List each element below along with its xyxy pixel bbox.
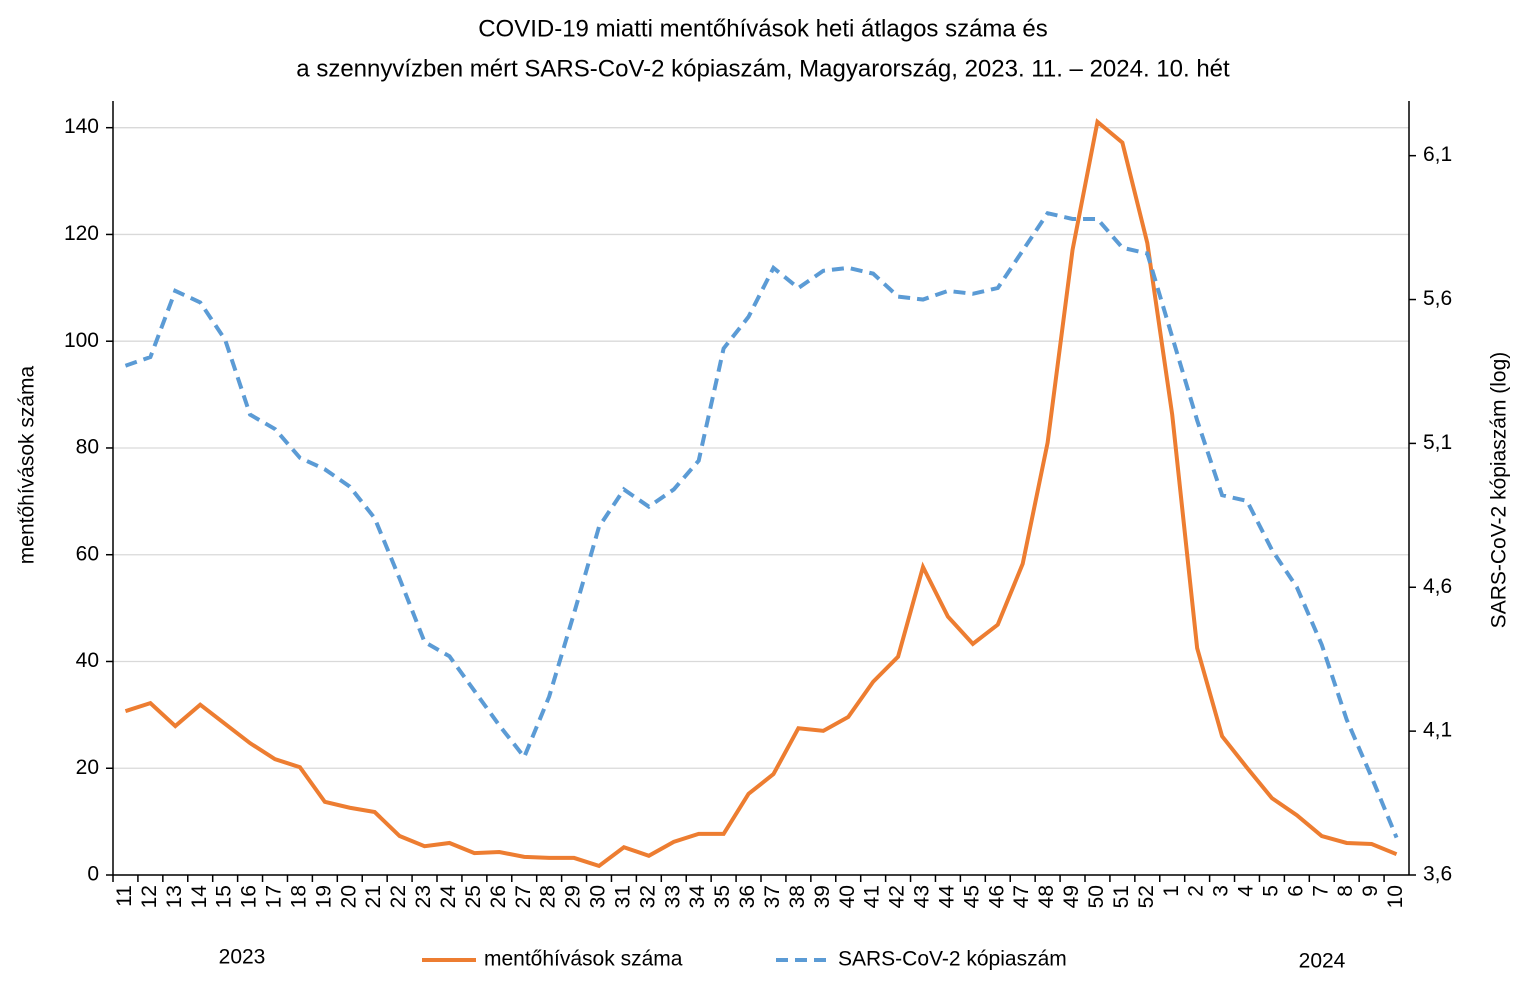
y-tick-label: 60: [76, 542, 99, 565]
series-line: [124, 118, 1398, 869]
year-label: 2024: [1299, 950, 1346, 973]
x-tick-label: 6: [1284, 885, 1307, 897]
x-tick-label: 26: [487, 885, 510, 908]
y2-axis-label: SARS-CoV-2 kópiaszám (log): [1488, 352, 1511, 629]
x-tick-label: 51: [1110, 885, 1133, 908]
x-tick-label: 14: [188, 885, 211, 909]
x-tick-label: 44: [935, 885, 958, 909]
chart-title: a szennyvízben mért SARS-CoV-2 kópiaszám…: [296, 55, 1230, 82]
x-tick-label: 8: [1334, 885, 1357, 897]
x-tick-label: 19: [312, 885, 335, 908]
y2-tick-label: 6,1: [1423, 143, 1452, 166]
x-tick-label: 24: [437, 885, 460, 909]
y-tick-label: 80: [76, 436, 99, 459]
x-tick-label: 1: [1160, 885, 1183, 897]
x-tick-label: 11: [113, 885, 136, 907]
y2-tick-label: 4,1: [1423, 719, 1452, 742]
x-tick-label: 25: [462, 885, 485, 908]
y-tick-label: 40: [76, 649, 99, 672]
x-tick-label: 34: [686, 885, 709, 909]
x-tick-label: 33: [661, 885, 684, 908]
x-tick-label: 50: [1085, 885, 1108, 908]
x-tick-label: 41: [861, 885, 884, 908]
x-tick-label: 28: [537, 885, 560, 908]
x-tick-label: 32: [636, 885, 659, 908]
x-tick-label: 30: [587, 885, 610, 908]
series-line: [124, 210, 1399, 839]
x-tick-label: 20: [337, 885, 360, 908]
y2-tick-label: 5,1: [1423, 431, 1452, 454]
x-tick-label: 47: [1010, 885, 1033, 908]
year-label: 2023: [219, 946, 266, 969]
x-tick-label: 37: [761, 885, 784, 908]
x-tick-label: 46: [985, 885, 1008, 908]
x-tick-label: 13: [163, 885, 186, 908]
x-tick-label: 18: [287, 885, 310, 908]
x-tick-label: 23: [412, 885, 435, 908]
x-tick-label: 45: [960, 885, 983, 908]
y2-tick-label: 3,6: [1423, 863, 1452, 886]
x-tick-label: 9: [1359, 885, 1382, 897]
legend-label: SARS-CoV-2 kópiaszám: [838, 948, 1067, 971]
y2-tick-label: 4,6: [1423, 575, 1452, 598]
x-tick-label: 42: [886, 885, 909, 908]
y-axis-label: mentőhívások száma: [16, 365, 39, 564]
x-tick-label: 31: [611, 885, 634, 908]
x-tick-label: 35: [711, 885, 734, 908]
x-tick-label: 15: [213, 885, 236, 908]
x-tick-label: 27: [512, 885, 535, 908]
x-tick-label: 43: [911, 885, 934, 908]
x-tick-label: 52: [1135, 885, 1158, 908]
x-tick-label: 17: [263, 885, 286, 908]
x-tick-label: 39: [811, 885, 834, 908]
x-tick-label: 3: [1210, 885, 1233, 897]
y-tick-label: 140: [64, 115, 99, 138]
x-tick-label: 36: [736, 885, 759, 908]
y-tick-label: 20: [76, 756, 99, 779]
y-tick-label: 120: [64, 222, 99, 245]
x-tick-label: 7: [1309, 885, 1332, 897]
x-tick-label: 48: [1035, 885, 1058, 908]
x-tick-label: 10: [1384, 885, 1407, 908]
x-tick-label: 49: [1060, 885, 1083, 908]
x-tick-label: 4: [1235, 885, 1258, 897]
y-tick-label: 100: [64, 329, 99, 352]
legend-label: mentőhívások száma: [484, 948, 683, 971]
y-tick-label: 0: [87, 863, 99, 886]
chart-title: COVID-19 miatti mentőhívások heti átlago…: [478, 15, 1048, 42]
y2-tick-label: 5,6: [1423, 287, 1452, 310]
x-tick-label: 29: [562, 885, 585, 908]
x-tick-label: 12: [138, 885, 161, 908]
x-tick-label: 5: [1259, 885, 1282, 897]
x-tick-label: 16: [238, 885, 261, 908]
x-tick-label: 21: [362, 885, 385, 908]
x-tick-label: 2: [1185, 885, 1208, 897]
x-tick-label: 40: [836, 885, 859, 908]
x-tick-label: 38: [786, 885, 809, 908]
x-tick-label: 22: [387, 885, 410, 908]
